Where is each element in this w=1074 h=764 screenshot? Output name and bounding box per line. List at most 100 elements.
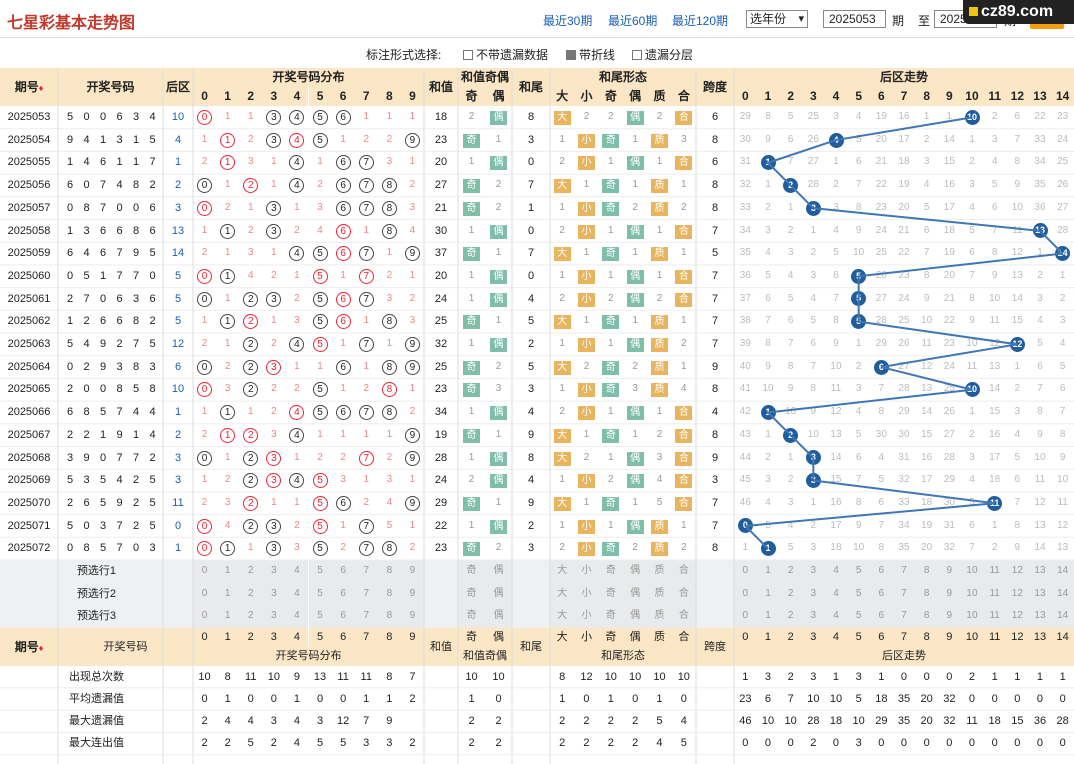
preselect-form[interactable]: 小	[574, 605, 599, 628]
preselect-back[interactable]: 11	[983, 605, 1006, 628]
preselect-back[interactable]: 13	[1028, 605, 1052, 628]
preselect-back[interactable]: 0	[734, 582, 757, 605]
preselect-back[interactable]: 11	[983, 560, 1006, 583]
preselect-digit[interactable]: 7	[354, 582, 378, 605]
preselect-digit[interactable]: 2	[239, 605, 263, 628]
preselect-back[interactable]: 8	[915, 605, 938, 628]
preselect-form[interactable]: 偶	[623, 605, 648, 628]
preselect-form[interactable]: 质	[647, 560, 672, 583]
preselect-back[interactable]: 10	[960, 560, 984, 583]
preselect-back[interactable]: 6	[870, 582, 893, 605]
preselect-back[interactable]: 2	[779, 560, 802, 583]
preselect-parity[interactable]: 偶	[485, 560, 512, 583]
preselect-back[interactable]: 9	[938, 582, 961, 605]
preselect-back[interactable]: 4	[824, 560, 848, 583]
preselect-digit[interactable]: 3	[262, 582, 286, 605]
preselect-back[interactable]: 5	[847, 582, 870, 605]
preselect-back[interactable]: 10	[960, 582, 984, 605]
preselect-back[interactable]: 10	[960, 605, 984, 628]
recent-120-link[interactable]: 最近120期	[672, 14, 729, 28]
preselect-digit[interactable]: 2	[239, 582, 263, 605]
preselect-back[interactable]: 11	[983, 582, 1006, 605]
preselect-form[interactable]: 大	[550, 582, 575, 605]
preselect-digit[interactable]: 4	[285, 605, 309, 628]
preselect-form[interactable]: 偶	[623, 582, 648, 605]
preselect-back[interactable]: 8	[915, 582, 938, 605]
preselect-digit[interactable]: 3	[262, 605, 286, 628]
from-issue-input[interactable]: 2025053	[823, 10, 886, 28]
checkbox-icon[interactable]	[463, 50, 473, 60]
checkbox-checked-icon[interactable]	[566, 50, 576, 60]
preselect-back[interactable]: 12	[1006, 582, 1029, 605]
preselect-form[interactable]: 奇	[598, 560, 623, 583]
preselect-back[interactable]: 4	[824, 605, 848, 628]
year-select[interactable]: 选年份	[746, 10, 808, 28]
preselect-digit[interactable]: 1	[216, 582, 240, 605]
preselect-digit[interactable]: 0	[193, 582, 217, 605]
preselect-form[interactable]: 大	[550, 560, 575, 583]
preselect-form[interactable]: 合	[671, 560, 696, 583]
checkbox-icon[interactable]	[632, 50, 642, 60]
preselect-digit[interactable]: 9	[400, 560, 424, 583]
preselect-digit[interactable]: 6	[331, 560, 355, 583]
preselect-back[interactable]: 7	[892, 560, 916, 583]
preselect-back[interactable]: 9	[938, 560, 961, 583]
preselect-digit[interactable]: 1	[216, 605, 240, 628]
preselect-digit[interactable]: 8	[377, 560, 401, 583]
preselect-back[interactable]: 0	[734, 560, 757, 583]
preselect-back[interactable]: 0	[734, 605, 757, 628]
preselect-digit[interactable]: 9	[400, 582, 424, 605]
preselect-digit[interactable]: 4	[285, 582, 309, 605]
preselect-back[interactable]: 12	[1006, 560, 1029, 583]
recent-30-link[interactable]: 最近30期	[543, 14, 593, 28]
preselect-digit[interactable]: 7	[354, 560, 378, 583]
preselect-back[interactable]: 6	[870, 560, 893, 583]
preselect-back[interactable]: 3	[802, 582, 825, 605]
preselect-back[interactable]: 13	[1028, 560, 1052, 583]
preselect-back[interactable]: 8	[915, 560, 938, 583]
option-polyline[interactable]: 带折线	[566, 46, 615, 63]
option-no-miss[interactable]: 不带遗漏数据	[463, 46, 548, 63]
preselect-digit[interactable]: 0	[193, 605, 217, 628]
preselect-back[interactable]: 2	[779, 605, 802, 628]
preselect-digit[interactable]: 6	[331, 582, 355, 605]
preselect-back[interactable]: 7	[892, 582, 916, 605]
preselect-form[interactable]: 奇	[598, 582, 623, 605]
preselect-form[interactable]: 偶	[623, 560, 648, 583]
option-layered[interactable]: 遗漏分层	[632, 46, 693, 63]
preselect-parity[interactable]: 奇	[458, 605, 485, 628]
preselect-digit[interactable]: 0	[193, 560, 217, 583]
preselect-back[interactable]: 7	[892, 605, 916, 628]
preselect-back[interactable]: 1	[756, 582, 780, 605]
preselect-form[interactable]: 小	[574, 582, 599, 605]
preselect-back[interactable]: 14	[1051, 560, 1074, 583]
preselect-back[interactable]: 3	[802, 605, 825, 628]
preselect-parity[interactable]: 奇	[458, 582, 485, 605]
preselect-back[interactable]: 9	[938, 605, 961, 628]
preselect-digit[interactable]: 2	[239, 560, 263, 583]
preselect-parity[interactable]: 奇	[458, 560, 485, 583]
recent-60-link[interactable]: 最近60期	[608, 14, 658, 28]
preselect-form[interactable]: 合	[671, 582, 696, 605]
preselect-form[interactable]: 小	[574, 560, 599, 583]
preselect-digit[interactable]: 6	[331, 605, 355, 628]
preselect-parity[interactable]: 偶	[485, 582, 512, 605]
preselect-digit[interactable]: 7	[354, 605, 378, 628]
preselect-back[interactable]: 3	[802, 560, 825, 583]
preselect-back[interactable]: 1	[756, 605, 780, 628]
preselect-back[interactable]: 2	[779, 582, 802, 605]
preselect-digit[interactable]: 4	[285, 560, 309, 583]
preselect-back[interactable]: 6	[870, 605, 893, 628]
preselect-back[interactable]: 14	[1051, 605, 1074, 628]
preselect-back[interactable]: 14	[1051, 582, 1074, 605]
preselect-form[interactable]: 质	[647, 605, 672, 628]
preselect-digit[interactable]: 3	[262, 560, 286, 583]
preselect-back[interactable]: 5	[847, 560, 870, 583]
preselect-back[interactable]: 5	[847, 605, 870, 628]
preselect-digit[interactable]: 1	[216, 560, 240, 583]
preselect-back[interactable]: 13	[1028, 582, 1052, 605]
preselect-digit[interactable]: 5	[308, 560, 332, 583]
preselect-digit[interactable]: 8	[377, 605, 401, 628]
preselect-form[interactable]: 大	[550, 605, 575, 628]
preselect-back[interactable]: 12	[1006, 605, 1029, 628]
